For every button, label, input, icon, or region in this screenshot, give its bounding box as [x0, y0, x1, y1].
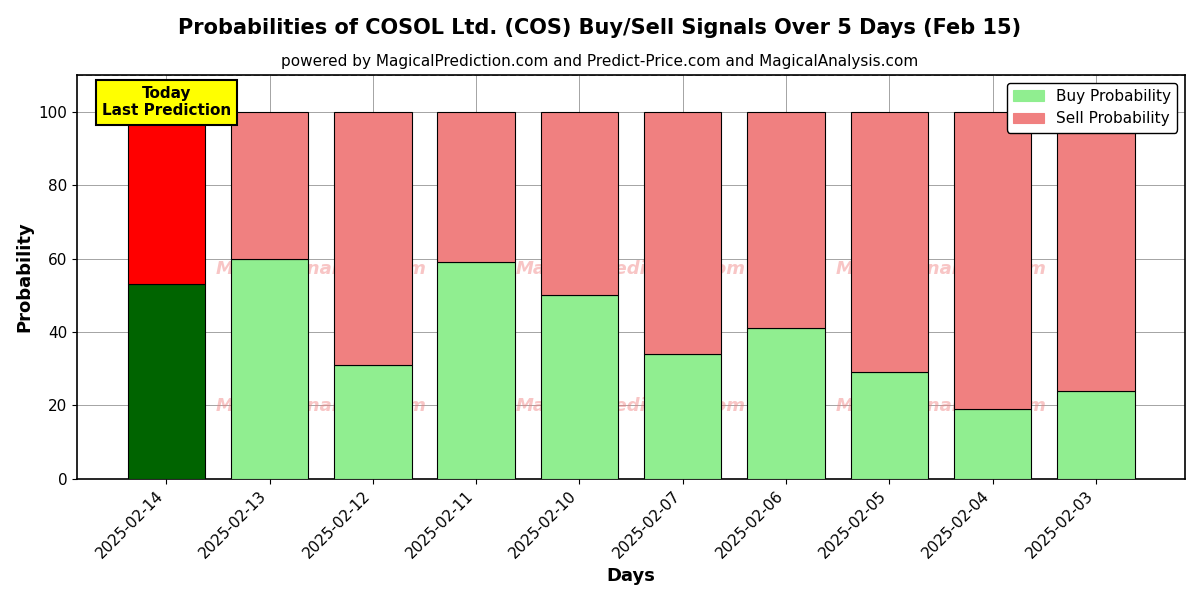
- Bar: [954, 409, 1031, 479]
- Text: MagicalPrediction.com: MagicalPrediction.com: [516, 260, 746, 278]
- Bar: [541, 112, 618, 295]
- X-axis label: Days: Days: [607, 567, 655, 585]
- Bar: [127, 284, 205, 479]
- Bar: [748, 112, 824, 328]
- Bar: [437, 262, 515, 479]
- Bar: [541, 295, 618, 479]
- Text: MagicalAnalysis.com: MagicalAnalysis.com: [216, 260, 426, 278]
- Text: MagicalPrediction.com: MagicalPrediction.com: [516, 397, 746, 415]
- Bar: [954, 112, 1031, 409]
- Bar: [1057, 112, 1135, 391]
- Text: powered by MagicalPrediction.com and Predict-Price.com and MagicalAnalysis.com: powered by MagicalPrediction.com and Pre…: [281, 54, 919, 69]
- Text: MagicalAnalysis.com: MagicalAnalysis.com: [836, 397, 1046, 415]
- Bar: [644, 354, 721, 479]
- Legend: Buy Probability, Sell Probability: Buy Probability, Sell Probability: [1007, 83, 1177, 133]
- Text: MagicalAnalysis.com: MagicalAnalysis.com: [216, 397, 426, 415]
- Text: Today
Last Prediction: Today Last Prediction: [102, 86, 230, 118]
- Text: Probabilities of COSOL Ltd. (COS) Buy/Sell Signals Over 5 Days (Feb 15): Probabilities of COSOL Ltd. (COS) Buy/Se…: [179, 18, 1021, 38]
- Text: MagicalAnalysis.com: MagicalAnalysis.com: [836, 260, 1046, 278]
- Bar: [851, 373, 928, 479]
- Bar: [334, 112, 412, 365]
- Bar: [334, 365, 412, 479]
- Bar: [230, 112, 308, 259]
- Bar: [230, 259, 308, 479]
- Bar: [1057, 391, 1135, 479]
- Bar: [127, 112, 205, 284]
- Bar: [851, 112, 928, 373]
- Y-axis label: Probability: Probability: [14, 221, 32, 332]
- Bar: [748, 328, 824, 479]
- Bar: [437, 112, 515, 262]
- Bar: [644, 112, 721, 354]
